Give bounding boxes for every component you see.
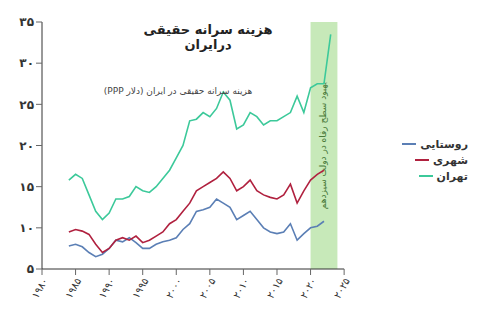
- svg-text:۲۰۲۰: ۲۰۲۰: [298, 276, 318, 300]
- svg-text:۲۵: ۲۵: [19, 98, 34, 112]
- html-text:هزینه سرانه حقیقی در ایران (دل: هزینه سرانه حقیقی در ایران (دلار PPP): [103, 86, 253, 96]
- svg-text:۲۰۱۵: ۲۰۱۵: [265, 276, 285, 300]
- html-text:شهری: شهری: [433, 153, 468, 167]
- svg-text:۲۰۰۰: ۲۰۰۰: [164, 276, 184, 300]
- svg-text:۳۰: ۳۰: [19, 56, 34, 70]
- svg-text:۱۹۸۰: ۱۹۸۰: [30, 276, 50, 300]
- svg-text:۳۵: ۳۵: [19, 15, 34, 29]
- svg-text:۱۰: ۱۰: [19, 221, 34, 235]
- svg-text:۱۹۹۵: ۱۹۹۵: [130, 276, 150, 300]
- svg-text:۱۵: ۱۵: [19, 180, 34, 194]
- svg-text:بهبود سطح رفاه در دولت سیزدهم: بهبود سطح رفاه در دولت سیزدهم: [318, 82, 329, 209]
- svg-text:۲۰۰۵: ۲۰۰۵: [197, 276, 217, 300]
- svg-text:۲۰۲۵: ۲۰۲۵: [332, 276, 352, 300]
- svg-text:۵: ۵: [27, 262, 34, 276]
- html-text:روستایی: روستایی: [420, 137, 468, 151]
- svg-text:۲۰۱۰: ۲۰۱۰: [231, 276, 251, 300]
- svg-text:۲۰: ۲۰: [19, 139, 34, 153]
- html-text:هزینه سرانه حقیقی درایران: هزینه سرانه حقیقی درایران: [143, 22, 273, 52]
- svg-text:۱۹۹۰: ۱۹۹۰: [97, 276, 117, 300]
- html-text:تهران: تهران: [436, 169, 468, 183]
- svg-text:۱۹۸۵: ۱۹۸۵: [63, 276, 83, 300]
